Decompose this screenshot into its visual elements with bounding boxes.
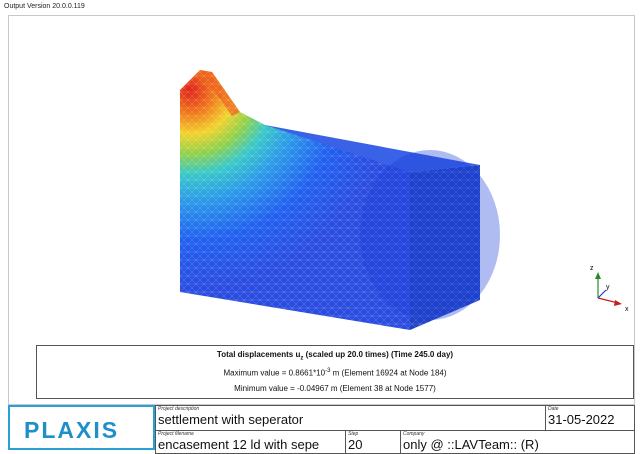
- axis-triad: z y x: [590, 265, 629, 313]
- logo-cell: PLAXIS: [8, 405, 155, 450]
- title-suffix: (scaled up 20.0 times) (Time 245.0 day): [303, 350, 453, 359]
- date-cell: Date 31-05-2022: [545, 405, 635, 431]
- result-caption: Total displacements uz (scaled up 20.0 t…: [36, 345, 634, 399]
- field-value: 31-05-2022: [548, 412, 615, 427]
- y-label: y: [606, 284, 610, 291]
- x-arrow: [614, 300, 622, 306]
- z-label: z: [590, 265, 594, 272]
- field-value: settlement with seperator: [158, 412, 303, 427]
- caption-title: Total displacements uz (scaled up 20.0 t…: [37, 346, 633, 363]
- project-filename-cell: Project filename encasement 12 ld with s…: [155, 430, 346, 454]
- soil-model: [180, 70, 500, 330]
- step-cell: Step 20: [345, 430, 401, 454]
- title-text: Total displacements u: [217, 350, 300, 359]
- logo: PLAXIS: [24, 417, 119, 444]
- maximum-text: Maximum value = 0.8661*10: [223, 369, 325, 378]
- company-cell: Company only @ ::LAVTeam:: (R): [400, 430, 635, 454]
- maximum-suffix: m (Element 16924 at Node 184): [330, 369, 446, 378]
- minimum-line: Minimum value = -0.04967 m (Element 38 a…: [37, 380, 633, 397]
- project-description-cell: Project description settlement with sepe…: [155, 405, 546, 431]
- y-axis: [598, 290, 606, 298]
- z-arrow: [595, 272, 601, 279]
- x-label: x: [625, 306, 629, 313]
- maximum-line: Maximum value = 0.8661*10-3 m (Element 1…: [37, 363, 633, 380]
- low-zone: [360, 150, 500, 320]
- page: {"header": {"version": "Output Version 2…: [0, 0, 643, 450]
